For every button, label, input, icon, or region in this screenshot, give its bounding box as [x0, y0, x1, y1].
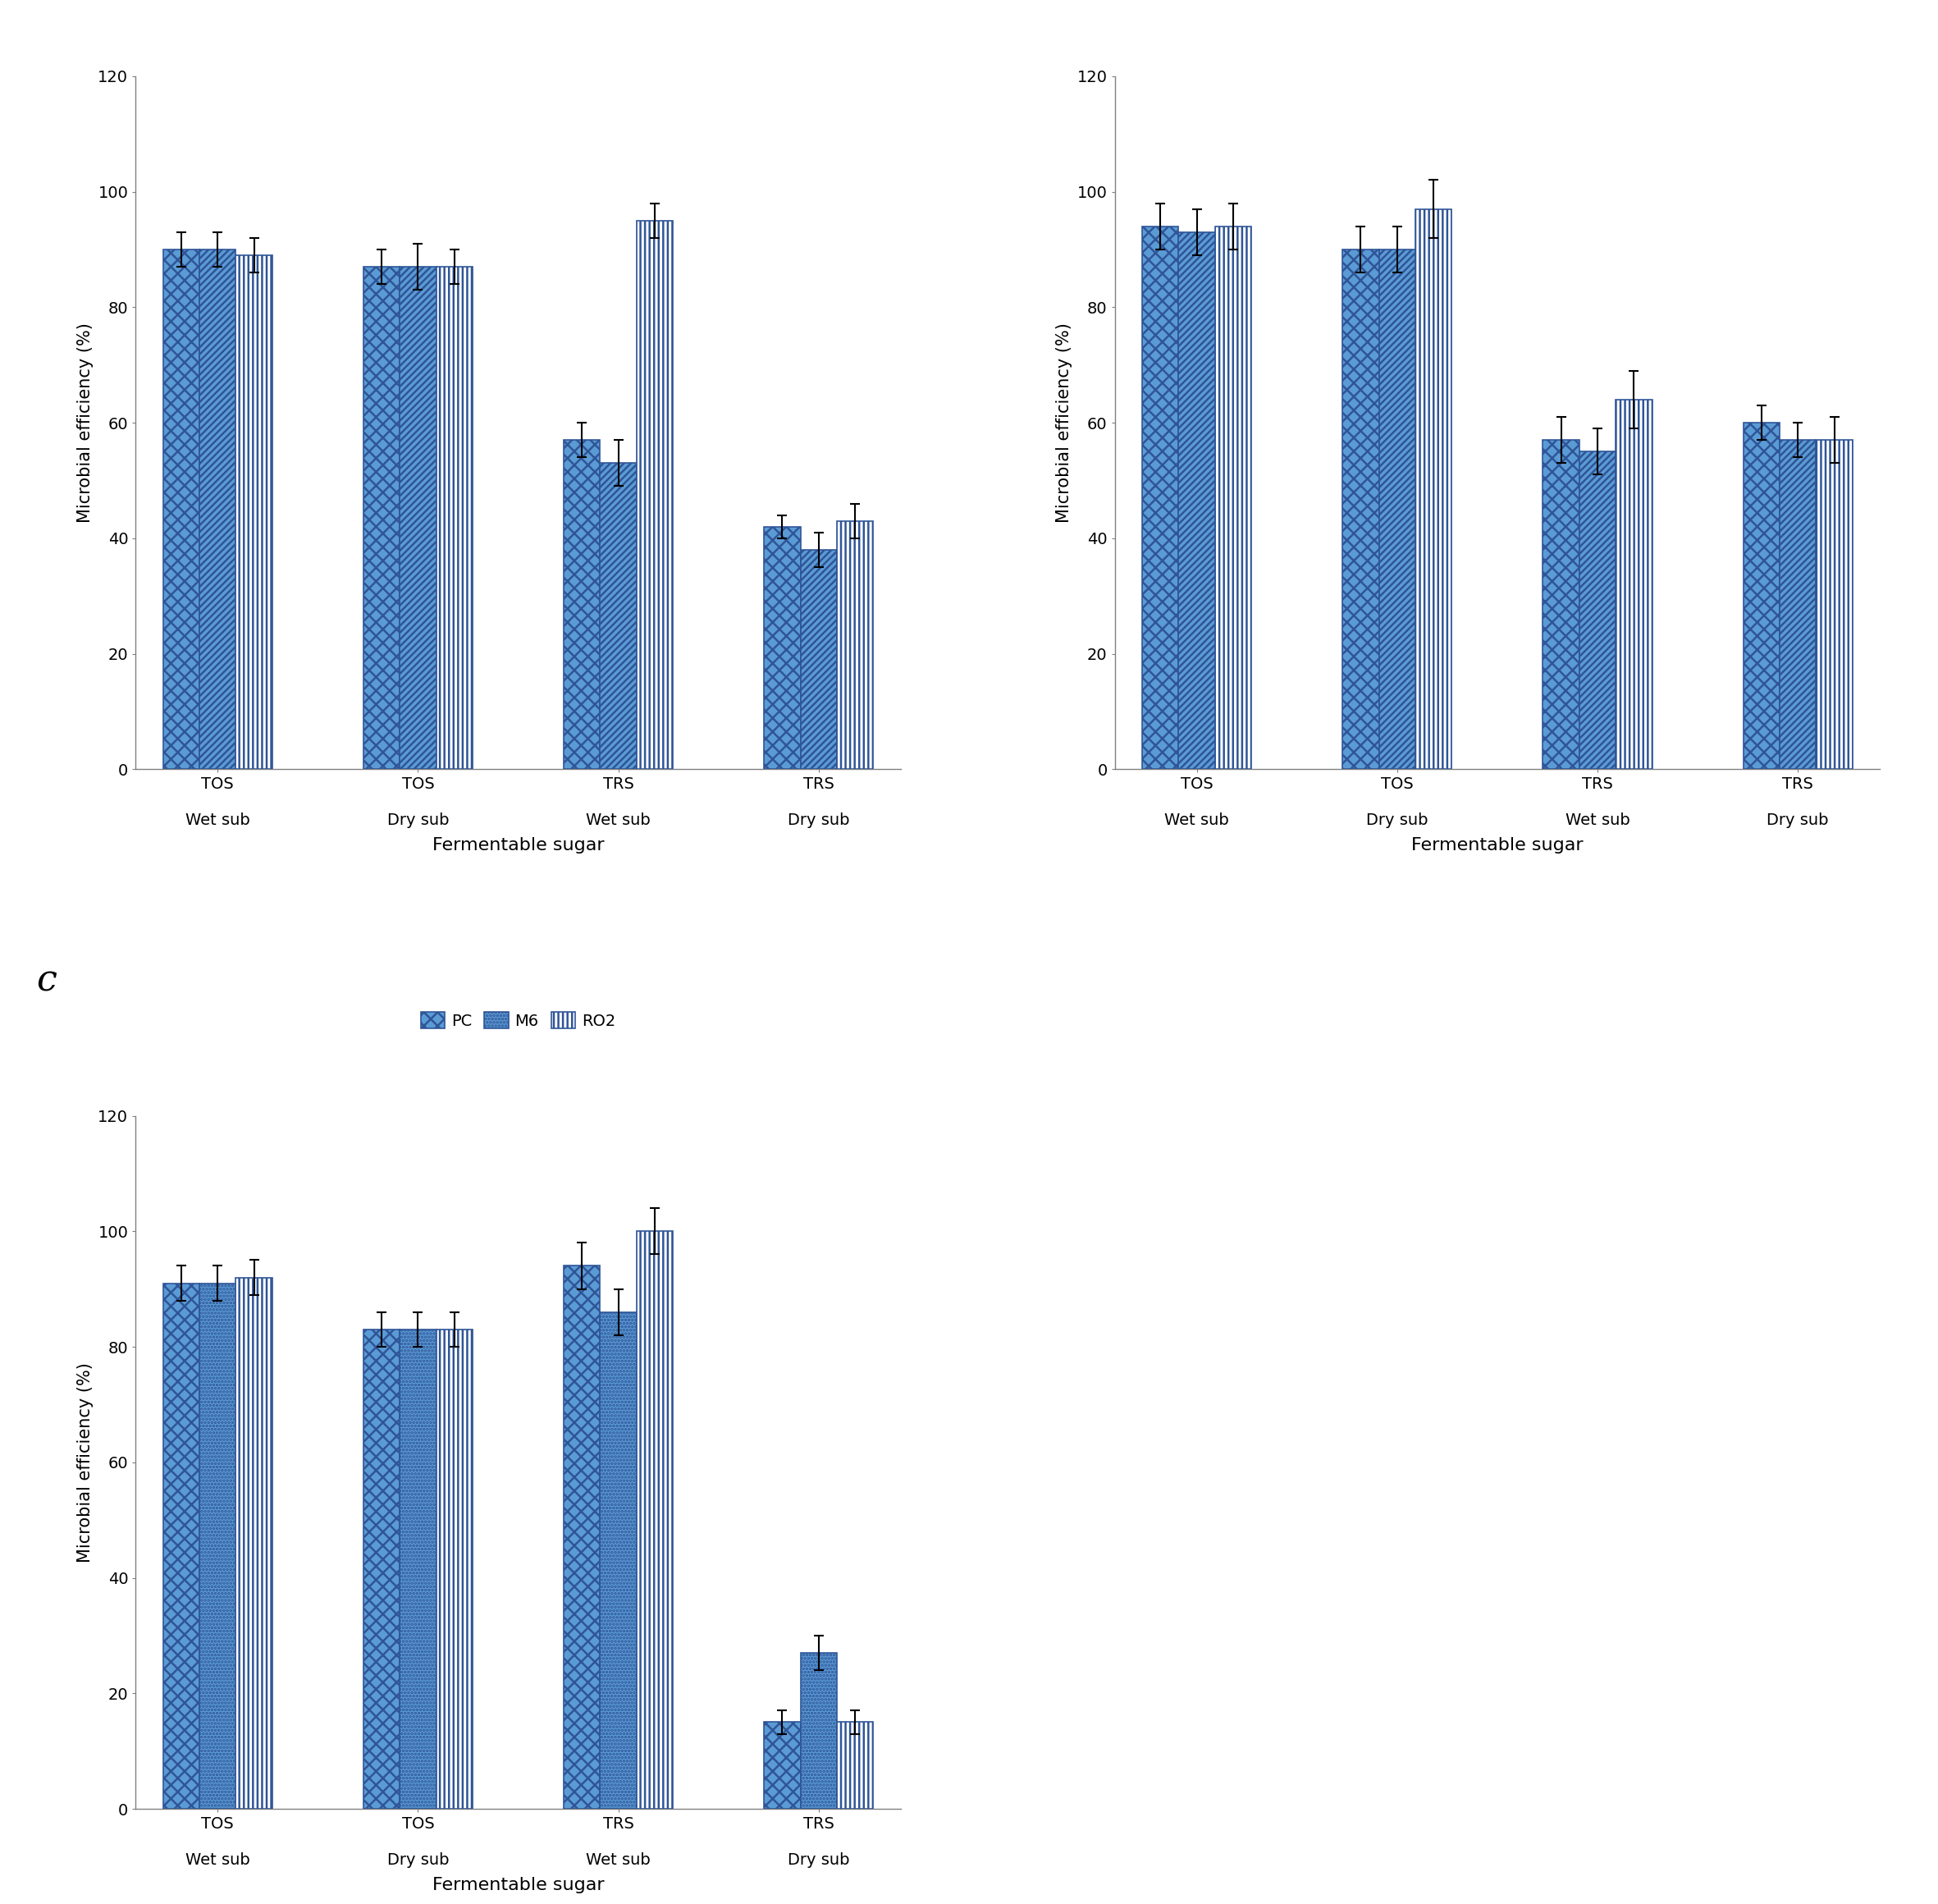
Bar	[236, 255, 271, 769]
Bar	[837, 522, 874, 769]
X-axis label: Fermentable sugar: Fermentable sugar	[1411, 838, 1583, 853]
X-axis label: Fermentable sugar: Fermentable sugar	[432, 838, 605, 853]
Bar	[1415, 209, 1452, 769]
Y-axis label: Microbial efficiency (%): Microbial efficiency (%)	[1056, 322, 1072, 524]
Bar	[800, 1653, 837, 1809]
Bar	[200, 249, 236, 769]
Bar	[1579, 451, 1616, 769]
Bar	[564, 1266, 601, 1809]
Bar	[800, 550, 837, 769]
Text: c: c	[37, 963, 56, 1000]
Bar	[1744, 423, 1779, 769]
Bar	[200, 1283, 236, 1809]
Bar	[1215, 227, 1252, 769]
Bar	[764, 1723, 800, 1809]
Bar	[436, 267, 473, 769]
Bar	[837, 1723, 874, 1809]
Bar	[362, 1329, 399, 1809]
Bar	[399, 267, 436, 769]
Bar	[436, 1329, 473, 1809]
Bar	[1616, 400, 1653, 769]
Bar	[1343, 249, 1380, 769]
Bar	[636, 221, 672, 769]
Bar	[764, 527, 800, 769]
Bar	[636, 1232, 672, 1809]
Bar	[1178, 232, 1215, 769]
Bar	[163, 249, 200, 769]
Bar	[601, 1312, 636, 1809]
X-axis label: Fermentable sugar: Fermentable sugar	[432, 1877, 605, 1893]
Bar	[601, 463, 636, 769]
Bar	[362, 267, 399, 769]
Bar	[564, 440, 601, 769]
Legend: PC, M6, RO2: PC, M6, RO2	[415, 1005, 622, 1036]
Bar	[1543, 440, 1579, 769]
Bar	[236, 1278, 271, 1809]
Bar	[1380, 249, 1415, 769]
Y-axis label: Microbial efficiency (%): Microbial efficiency (%)	[78, 322, 93, 524]
Bar	[1141, 227, 1178, 769]
Bar	[1779, 440, 1816, 769]
Y-axis label: Microbial efficiency (%): Microbial efficiency (%)	[78, 1361, 93, 1563]
Bar	[163, 1283, 200, 1809]
Bar	[399, 1329, 436, 1809]
Bar	[1816, 440, 1853, 769]
